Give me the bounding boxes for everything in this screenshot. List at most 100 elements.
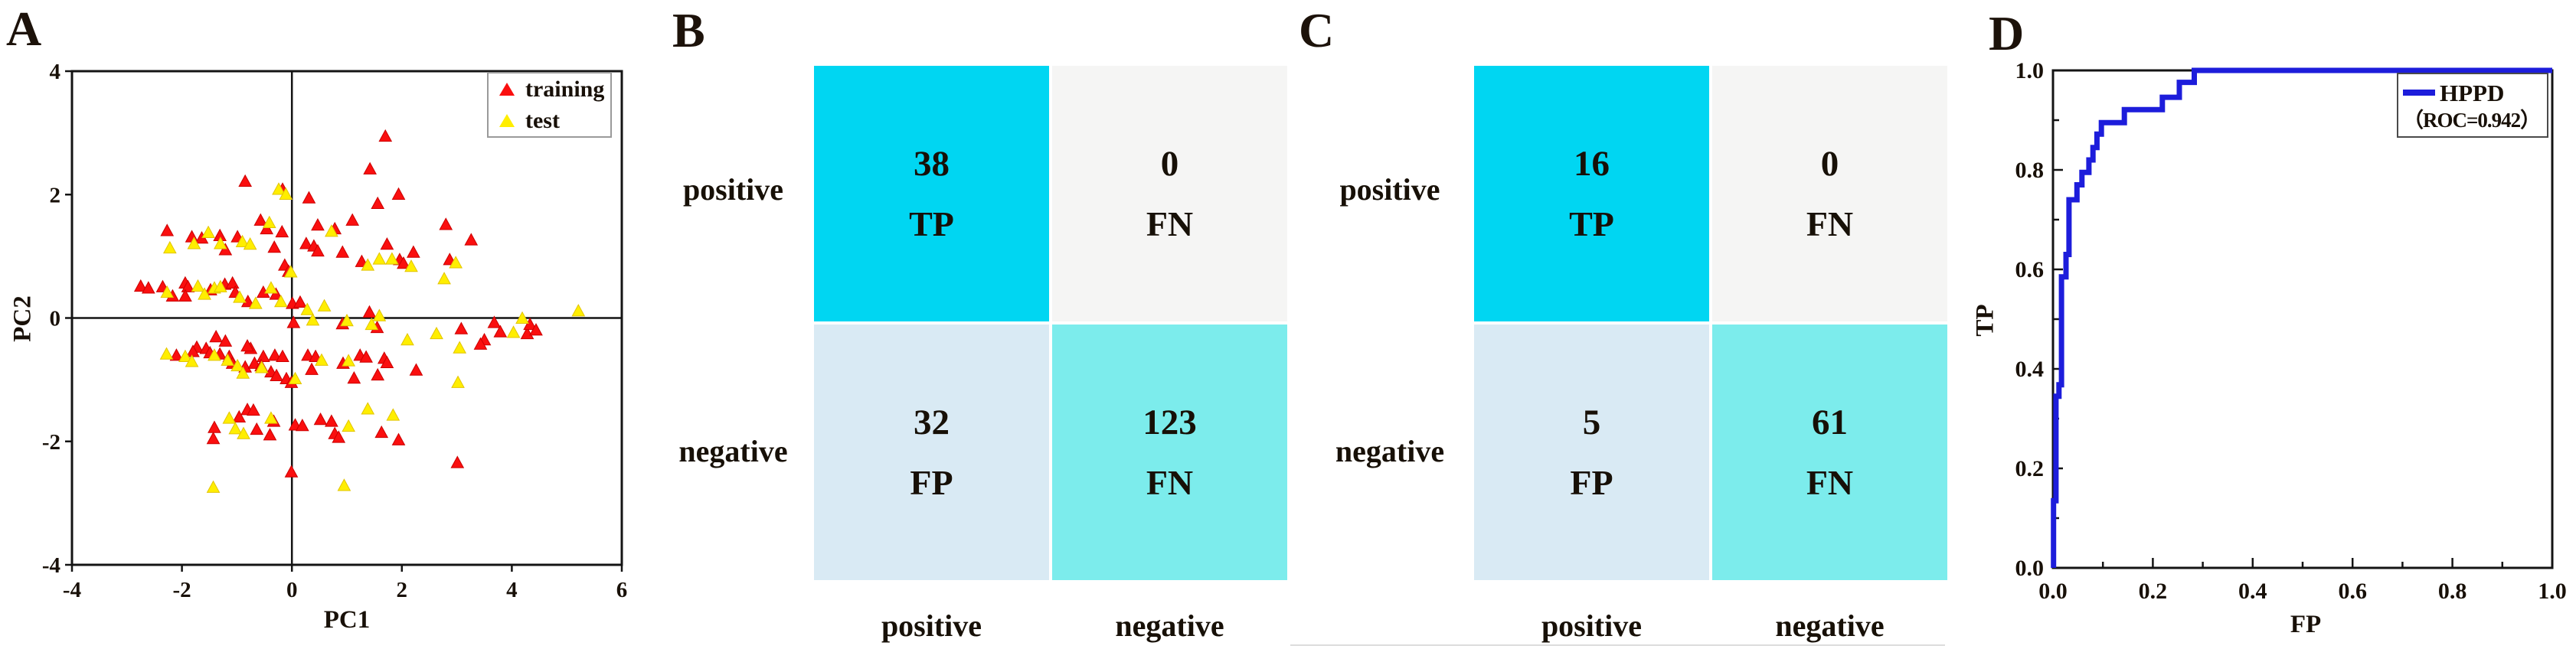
- scatter-point-test: [361, 402, 375, 415]
- cell-fn: 0 FN: [1052, 66, 1287, 321]
- scatter-point-test: [340, 313, 354, 327]
- scatter-point-test: [228, 422, 243, 435]
- scatter-point-test: [515, 311, 529, 324]
- x-tick-label: 0.8: [2438, 579, 2467, 604]
- y-axis-label-tp: TP: [1971, 304, 1999, 337]
- scatter-point-test: [283, 265, 298, 278]
- x-tick-label: 2: [397, 578, 408, 602]
- roc-line-icon: [2403, 90, 2435, 96]
- scatter-point-test: [201, 225, 215, 238]
- scatter-point-training: [313, 412, 328, 426]
- scatter-point-training: [302, 191, 316, 204]
- scatter-point-test: [222, 411, 237, 424]
- scatter-point-training: [268, 348, 282, 361]
- cell-tp-tag: TP: [909, 204, 954, 243]
- scatter-point-test: [214, 279, 227, 292]
- x-tick-label: 0.6: [2338, 579, 2367, 604]
- scatter-point-test: [233, 290, 247, 303]
- x-axis-label-pc1: PC1: [323, 606, 371, 634]
- scatter-point-training: [208, 420, 221, 433]
- scatter-point-training: [238, 174, 253, 188]
- roc-curve-svg: 0.0 0.2 0.4 0.6 0.8 1.0 0.0 0.2 0.4 0.6 0.8 1.0: [2015, 58, 2567, 604]
- y-tick-label: 4: [50, 60, 61, 84]
- cell-fp: 5 FP: [1474, 324, 1709, 580]
- cell-tn: 61 FN: [1712, 324, 1947, 580]
- x-tick-label: 6: [616, 578, 628, 602]
- panel-d-roc-curve: 0.0 0.2 0.4 0.6 0.8 1.0 0.0 0.2 0.4 0.6 0.8 1.0 D F…: [1949, 0, 2576, 649]
- cell-fp-value: 5: [1582, 402, 1601, 442]
- y-tick-label: 2: [50, 183, 61, 207]
- plot-border: [70, 70, 623, 566]
- scatter-point-training: [520, 326, 534, 340]
- col-label-positive: positive: [881, 608, 982, 643]
- scatter-point-test: [453, 341, 467, 354]
- scatter-point-training: [270, 368, 283, 381]
- scatter-point-training: [380, 355, 394, 369]
- cell-fn-value: 0: [1820, 143, 1839, 184]
- scatter-point-test: [372, 252, 387, 265]
- scatter-point-test: [571, 304, 586, 317]
- scatter-point-training: [293, 295, 307, 308]
- scatter-point-training: [209, 329, 223, 343]
- scatter-point-test: [430, 326, 443, 340]
- y-tick-label: 0.2: [2015, 456, 2045, 481]
- plot-border: [2051, 69, 2554, 569]
- scatter-legend: training test: [487, 72, 612, 138]
- training-triangle-icon: [499, 83, 515, 96]
- col-label-negative: negative: [1775, 608, 1885, 643]
- y-tick-label: 0: [50, 307, 61, 331]
- scatter-point-training: [225, 276, 240, 289]
- scatter-point-training: [371, 196, 385, 210]
- scatter-point-training: [206, 431, 221, 445]
- y-axis-label-pc2: PC2: [8, 295, 37, 342]
- scatter-point-training: [523, 317, 537, 331]
- scatter-point-training: [409, 363, 423, 376]
- roc-curve-line: [2051, 67, 2552, 568]
- scatter-point-test: [272, 182, 286, 195]
- scatter-point-training: [253, 213, 268, 226]
- x-tick-label: 4: [506, 578, 518, 602]
- scatter-point-training: [284, 465, 299, 478]
- scatter-point-test: [325, 224, 338, 237]
- x-tick-label: -2: [173, 578, 191, 602]
- scatter-point-training: [305, 362, 319, 375]
- scatter-point-training: [450, 455, 465, 468]
- scatter-point-training: [260, 221, 274, 235]
- scatter-point-training: [218, 334, 233, 347]
- scatter-point-training: [487, 315, 502, 328]
- scatter-point-test: [178, 349, 192, 362]
- legend-item-test: test: [499, 109, 610, 133]
- scatter-point-test: [236, 366, 250, 379]
- scatter-point-training: [454, 321, 469, 334]
- scatter-point-test: [262, 215, 276, 229]
- scatter-point-test: [306, 313, 320, 326]
- panel-b-letter: B: [672, 3, 705, 57]
- scatter-point-training: [178, 289, 192, 302]
- scatter-point-test: [214, 236, 227, 249]
- scatter-point-training: [325, 414, 338, 427]
- scatter-point-test: [342, 419, 355, 432]
- y-tick-label: 1.0: [2015, 58, 2045, 83]
- scatter-point-training: [250, 422, 264, 435]
- cell-fn: 0 FN: [1712, 66, 1947, 321]
- x-tick-label: 1.0: [2538, 579, 2567, 604]
- cell-tn-value: 123: [1143, 402, 1197, 442]
- scatter-point-training: [301, 348, 315, 361]
- cell-fp: 32 FP: [814, 324, 1049, 580]
- x-axis-label-fp: FP: [2290, 611, 2322, 638]
- scatter-point-training: [275, 224, 289, 238]
- scatter-point-training: [363, 161, 377, 174]
- scatter-point-training: [311, 218, 325, 231]
- scatter-point-test: [230, 358, 244, 372]
- scatter-point-test: [235, 234, 250, 248]
- y-tick-label: -4: [42, 553, 60, 578]
- scatter-point-test: [317, 298, 332, 311]
- cell-tp-value: 38: [914, 143, 950, 184]
- scatter-point-training: [247, 403, 260, 416]
- y-tick-label: 0.8: [2015, 158, 2045, 183]
- scatter-point-test: [437, 272, 451, 285]
- scatter-point-test: [364, 317, 379, 331]
- cell-tn-tag: FN: [1806, 462, 1854, 502]
- y-tick-label: 0.4: [2015, 357, 2045, 382]
- scatter-point-training: [397, 256, 410, 269]
